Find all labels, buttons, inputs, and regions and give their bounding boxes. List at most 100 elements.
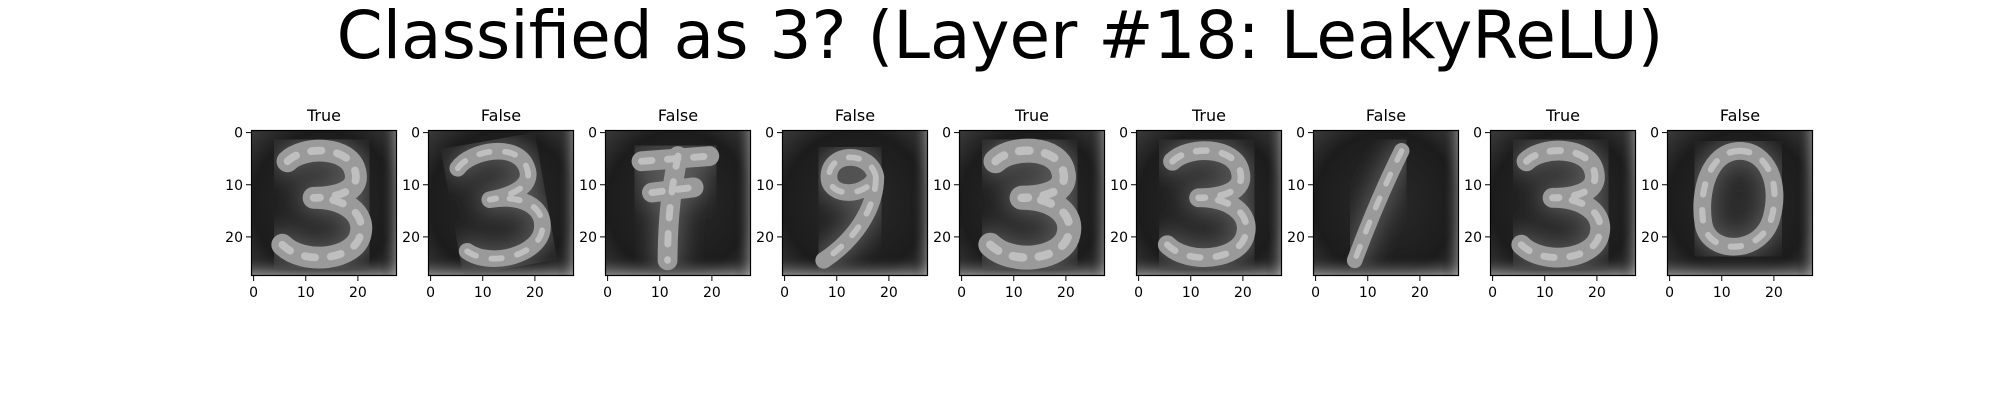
digit-strokes (1689, 137, 1788, 260)
x-tick-label: 20 (526, 285, 544, 301)
panel-title: True (1014, 106, 1049, 125)
y-tick-label: 20 (1641, 230, 1659, 246)
x-tick-label: 10 (828, 285, 846, 301)
axes-frame (427, 129, 575, 277)
y-tick-label: 0 (1296, 126, 1305, 142)
x-tick-label: 0 (957, 285, 966, 301)
panel-title: True (306, 106, 341, 125)
y-tick-label: 10 (225, 178, 243, 194)
axes-frame (958, 129, 1106, 277)
x-tick-label: 10 (1359, 285, 1377, 301)
x-tick-label: 0 (249, 285, 258, 301)
x-tick-label: 20 (1765, 285, 1783, 301)
digit-highlight (820, 154, 879, 264)
axes-frame (1489, 129, 1637, 277)
x-tick-label: 20 (1234, 285, 1252, 301)
y-tick-label: 0 (1119, 126, 1128, 142)
digit-highlight (1517, 147, 1604, 261)
y-tick-label: 0 (765, 126, 774, 142)
image-panel: True 0 10 20 0 10 20 (225, 106, 398, 301)
digit-highlight (1164, 147, 1250, 261)
x-tick-label: 20 (349, 285, 367, 301)
x-tick-label: 10 (474, 285, 492, 301)
y-tick-label: 10 (402, 178, 420, 194)
x-tick-label: 0 (1134, 285, 1143, 301)
image-panel: False 0 10 20 0 10 20 (1641, 106, 1814, 301)
x-tick-label: 0 (1311, 285, 1320, 301)
digit-highlight (986, 146, 1074, 262)
x-tick-label: 20 (703, 285, 721, 301)
axes-frame (1312, 129, 1460, 277)
panel-title: False (658, 106, 698, 125)
image-panel: False 0 10 20 0 10 20 (756, 106, 929, 301)
y-tick-label: 0 (1650, 126, 1659, 142)
image-panel: True 0 10 20 0 10 20 (933, 106, 1106, 301)
digit-strokes (1342, 138, 1414, 273)
y-tick-label: 0 (1473, 126, 1482, 142)
panel-title: False (835, 106, 875, 125)
x-tick-label: 0 (780, 285, 789, 301)
digit-strokes (974, 134, 1086, 274)
panel-title: False (1720, 106, 1760, 125)
digit-strokes (811, 144, 889, 273)
digit-highlight (1351, 148, 1405, 264)
x-tick-label: 10 (297, 285, 315, 301)
x-tick-label: 10 (1005, 285, 1023, 301)
digit-strokes (627, 141, 724, 275)
y-tick-label: 10 (1641, 178, 1659, 194)
x-tick-label: 0 (1488, 285, 1497, 301)
axes-frame (604, 129, 752, 277)
y-tick-label: 20 (1287, 230, 1305, 246)
image-panels: True 0 10 20 0 10 20 False 0 10 20 0 10 20 False 0 10 20 0… (225, 106, 1814, 301)
y-tick-label: 20 (225, 230, 243, 246)
x-tick-label: 10 (1536, 285, 1554, 301)
x-tick-label: 0 (1665, 285, 1674, 301)
y-tick-label: 20 (1464, 230, 1482, 246)
digit-highlight (454, 148, 546, 262)
digit-highlight (278, 146, 366, 262)
x-tick-label: 10 (1713, 285, 1731, 301)
y-tick-label: 10 (1110, 178, 1128, 194)
x-tick-label: 0 (603, 285, 612, 301)
axes-frame (250, 129, 398, 277)
panel-title: False (481, 106, 521, 125)
x-tick-label: 0 (426, 285, 435, 301)
axes-frame (781, 129, 929, 277)
y-tick-label: 20 (402, 230, 420, 246)
y-tick-label: 20 (1110, 230, 1128, 246)
axes-frame (1666, 129, 1814, 277)
digit-highlight (638, 152, 713, 264)
image-panel: False 0 10 20 0 10 20 (402, 106, 575, 301)
y-tick-label: 0 (588, 126, 597, 142)
y-tick-label: 0 (942, 126, 951, 142)
x-tick-label: 20 (1588, 285, 1606, 301)
image-panel: True 0 10 20 0 10 20 (1110, 106, 1283, 301)
y-tick-label: 10 (933, 178, 951, 194)
digit-strokes (1153, 137, 1260, 272)
digit-highlight (1699, 147, 1778, 250)
x-tick-label: 10 (651, 285, 669, 301)
y-tick-label: 10 (1464, 178, 1482, 194)
image-panel: False 0 10 20 0 10 20 (1287, 106, 1460, 301)
x-tick-label: 20 (1057, 285, 1075, 301)
panel-title: False (1366, 106, 1406, 125)
panel-title: True (1545, 106, 1580, 125)
panel-title: True (1191, 106, 1226, 125)
x-tick-label: 10 (1182, 285, 1200, 301)
y-tick-label: 20 (756, 230, 774, 246)
digit-strokes (445, 138, 555, 272)
x-tick-label: 20 (880, 285, 898, 301)
y-tick-label: 10 (756, 178, 774, 194)
digit-strokes (267, 135, 377, 273)
y-tick-label: 20 (579, 230, 597, 246)
digit-strokes (1507, 136, 1615, 272)
y-tick-label: 20 (933, 230, 951, 246)
y-tick-label: 10 (579, 178, 597, 194)
image-panel: False 0 10 20 0 10 20 (579, 106, 752, 301)
y-tick-label: 0 (411, 126, 420, 142)
x-tick-label: 20 (1411, 285, 1429, 301)
image-panel: True 0 10 20 0 10 20 (1464, 106, 1637, 301)
y-tick-label: 0 (234, 126, 243, 142)
y-tick-label: 10 (1287, 178, 1305, 194)
